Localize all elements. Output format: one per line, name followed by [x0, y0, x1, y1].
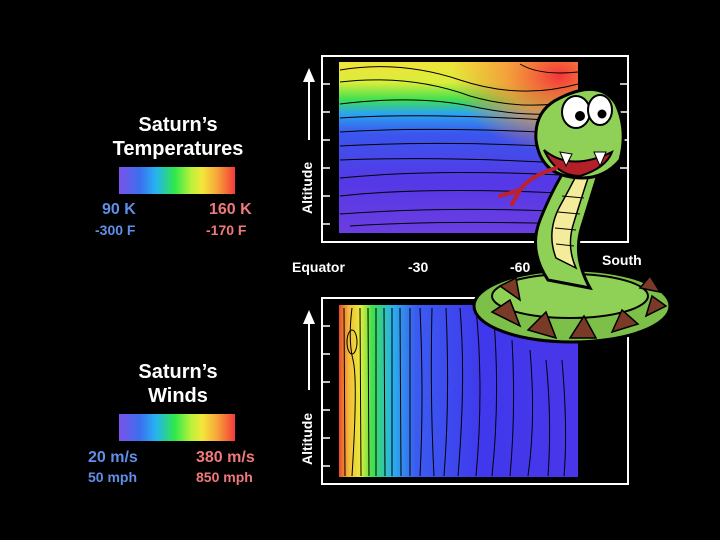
x-tick-label-south: South — [602, 252, 642, 268]
wind-altitude-arrow — [303, 310, 315, 390]
temperature-color-scale — [119, 167, 235, 194]
x-tick-label-minus-30: -30 — [408, 259, 429, 275]
snake-mascot — [472, 87, 672, 344]
x-tick-label-equator: Equator — [292, 259, 345, 275]
temperature-min-sub: -300 F — [95, 222, 136, 238]
wind-plot-ticks — [322, 325, 330, 467]
temperature-plot-frame — [321, 55, 629, 243]
temperature-max-sub: -170 F — [206, 222, 247, 238]
winds-color-scale — [119, 414, 235, 441]
wind-contours — [343, 307, 567, 477]
x-tick-label-minus-60: -60 — [510, 259, 531, 275]
temperature-altitude-arrow — [303, 68, 315, 140]
wind-y-axis-label: Altitude — [299, 412, 315, 465]
temperature-min-value: 90 K — [102, 201, 136, 218]
winds-title-line1: Saturn’s — [138, 361, 218, 383]
temperature-plot — [303, 55, 629, 243]
temperature-legend-title: Saturn’s Temperatures — [78, 113, 278, 161]
temperature-y-axis-label: Altitude — [299, 161, 315, 214]
winds-min-sub: 50 mph — [88, 469, 138, 485]
winds-title-line2: Winds — [148, 385, 208, 407]
temperature-title-line1: Saturn’s — [138, 114, 218, 136]
temperature-max-value: 160 K — [209, 201, 252, 218]
winds-legend-title: Saturn’s Winds — [78, 360, 278, 408]
winds-max-sub: 850 mph — [196, 469, 253, 485]
temperature-title-line2: Temperatures — [112, 138, 244, 160]
winds-min-value: 20 m/s — [88, 449, 138, 466]
winds-max-value: 380 m/s — [196, 449, 255, 466]
